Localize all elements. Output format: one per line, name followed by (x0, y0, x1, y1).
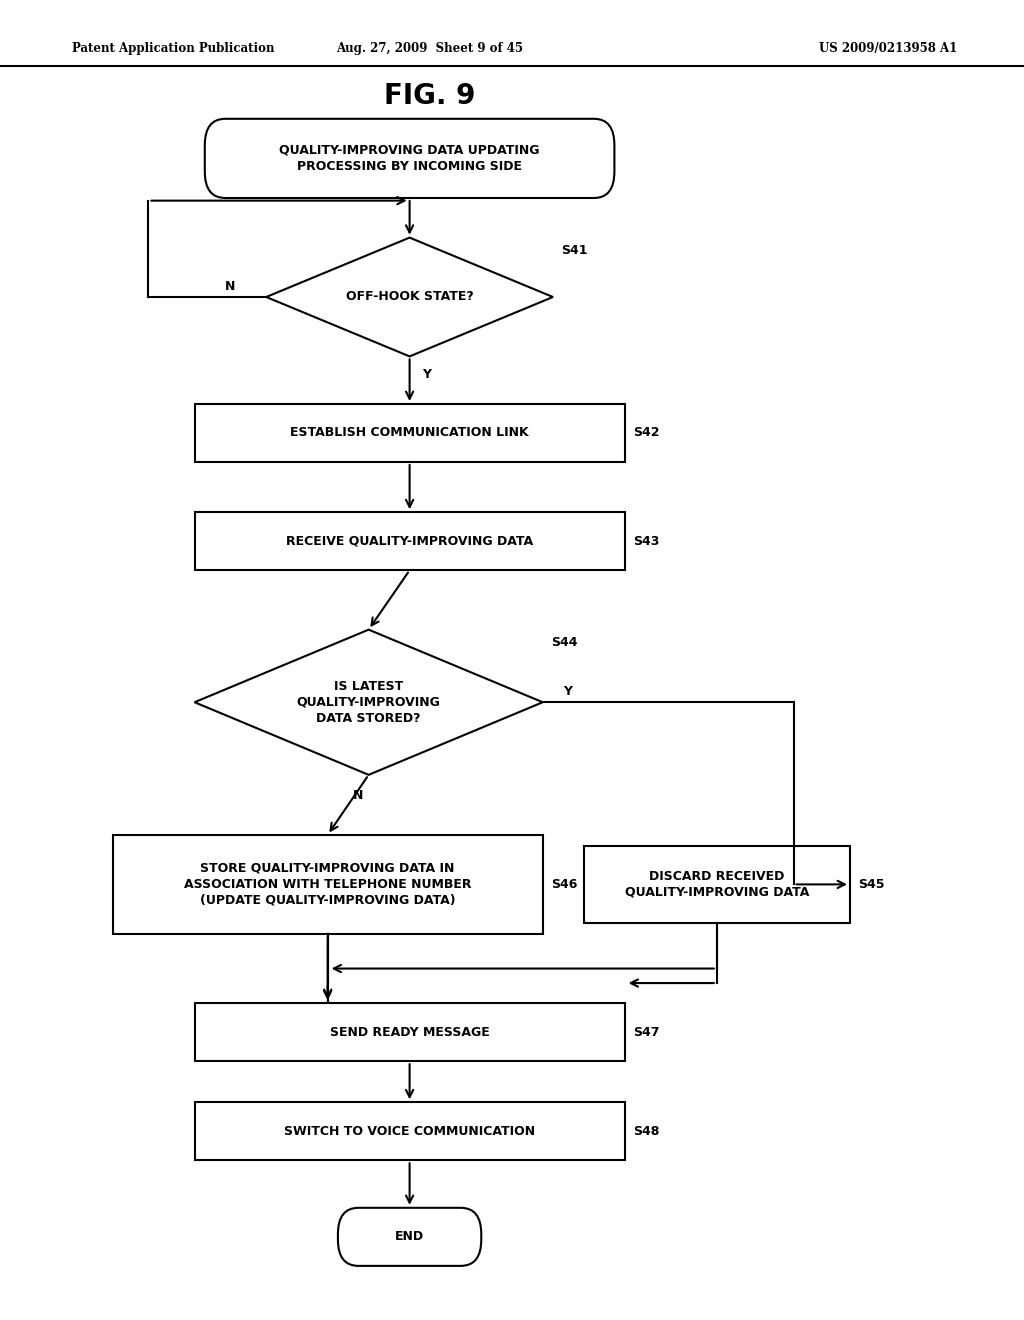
Bar (584, 846, 850, 923)
Text: RECEIVE QUALITY-IMPROVING DATA: RECEIVE QUALITY-IMPROVING DATA (286, 535, 534, 548)
Text: ESTABLISH COMMUNICATION LINK: ESTABLISH COMMUNICATION LINK (290, 426, 529, 440)
Text: SEND READY MESSAGE: SEND READY MESSAGE (330, 1026, 489, 1039)
Bar (195, 512, 625, 570)
Text: S48: S48 (633, 1125, 659, 1138)
Text: Aug. 27, 2009  Sheet 9 of 45: Aug. 27, 2009 Sheet 9 of 45 (337, 42, 523, 55)
Text: N: N (225, 280, 236, 293)
Bar (195, 1003, 625, 1061)
Text: US 2009/0213958 A1: US 2009/0213958 A1 (819, 42, 957, 55)
Polygon shape (195, 630, 543, 775)
FancyBboxPatch shape (338, 1208, 481, 1266)
Text: OFF-HOOK STATE?: OFF-HOOK STATE? (346, 290, 473, 304)
FancyBboxPatch shape (205, 119, 614, 198)
Text: FIG. 9: FIG. 9 (384, 82, 476, 111)
Text: S43: S43 (633, 535, 659, 548)
Bar (113, 836, 543, 935)
Bar (195, 404, 625, 462)
Text: S41: S41 (561, 244, 588, 257)
Text: QUALITY-IMPROVING DATA UPDATING
PROCESSING BY INCOMING SIDE: QUALITY-IMPROVING DATA UPDATING PROCESSI… (280, 144, 540, 173)
Text: N: N (353, 789, 364, 803)
Text: S45: S45 (858, 878, 885, 891)
Text: S46: S46 (551, 878, 578, 891)
Polygon shape (266, 238, 553, 356)
Text: STORE QUALITY-IMPROVING DATA IN
ASSOCIATION WITH TELEPHONE NUMBER
(UPDATE QUALIT: STORE QUALITY-IMPROVING DATA IN ASSOCIAT… (184, 862, 471, 907)
Text: IS LATEST
QUALITY-IMPROVING
DATA STORED?: IS LATEST QUALITY-IMPROVING DATA STORED? (297, 680, 440, 725)
Text: Y: Y (563, 685, 572, 698)
Text: SWITCH TO VOICE COMMUNICATION: SWITCH TO VOICE COMMUNICATION (284, 1125, 536, 1138)
Text: DISCARD RECEIVED
QUALITY-IMPROVING DATA: DISCARD RECEIVED QUALITY-IMPROVING DATA (625, 870, 809, 899)
Text: END: END (395, 1230, 424, 1243)
Bar (195, 1102, 625, 1160)
Text: S44: S44 (551, 636, 578, 649)
Text: Y: Y (422, 368, 431, 381)
Text: S47: S47 (633, 1026, 659, 1039)
Text: S42: S42 (633, 426, 659, 440)
Text: Patent Application Publication: Patent Application Publication (72, 42, 274, 55)
